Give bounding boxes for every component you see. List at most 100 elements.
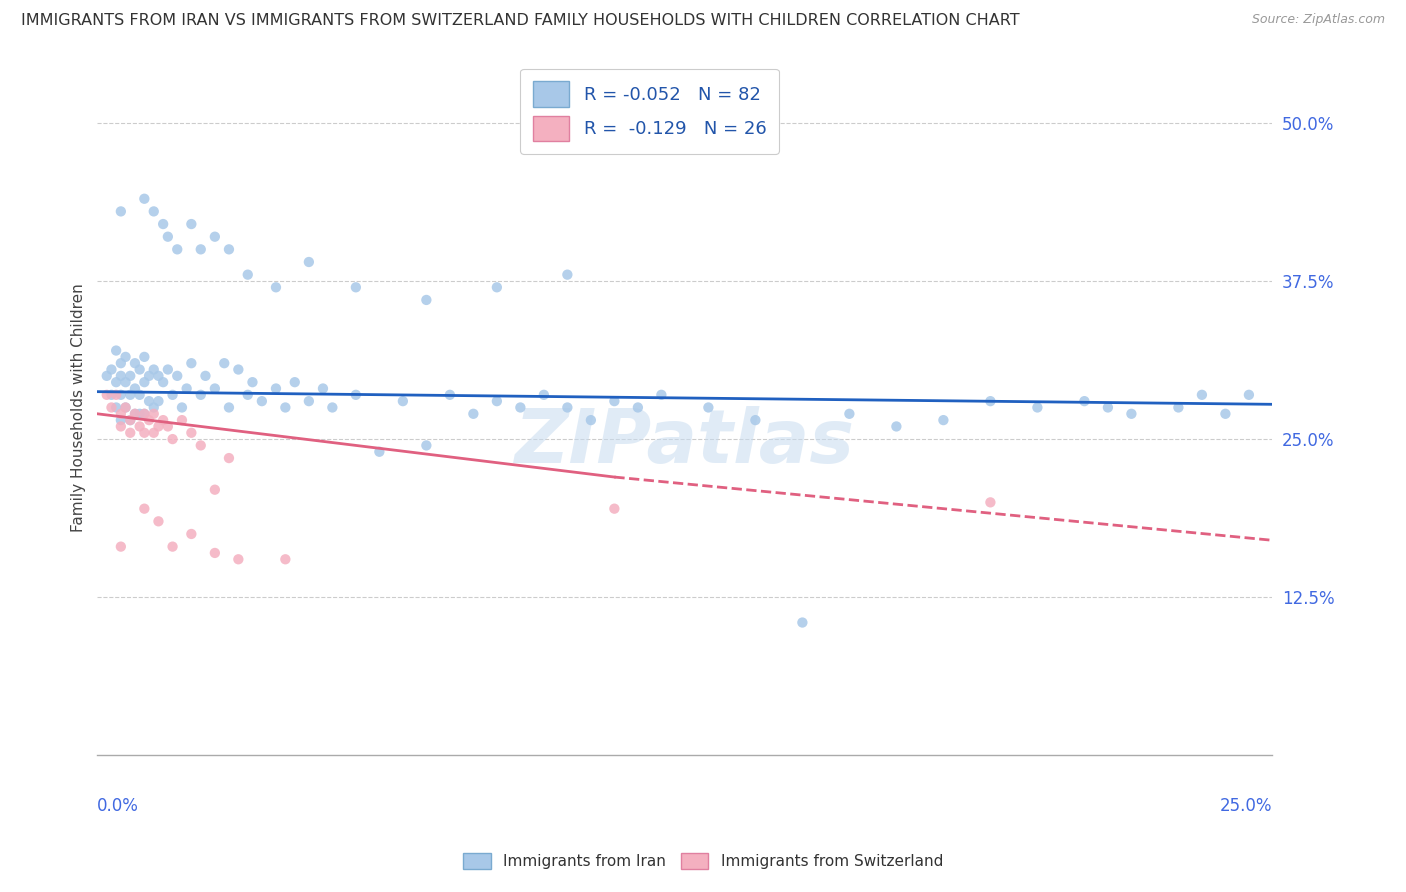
Point — [124, 407, 146, 421]
Point — [485, 280, 508, 294]
Point — [142, 425, 165, 440]
Point — [138, 394, 160, 409]
Point — [114, 375, 136, 389]
Point — [156, 419, 179, 434]
Point — [1215, 407, 1237, 421]
Point — [110, 204, 132, 219]
Point — [114, 401, 136, 415]
Point — [204, 229, 226, 244]
Point — [166, 243, 188, 257]
Point — [485, 394, 508, 409]
Point — [1073, 394, 1095, 409]
Point — [105, 388, 128, 402]
Point — [228, 552, 250, 566]
Point — [603, 501, 626, 516]
Point — [603, 394, 626, 409]
Point — [110, 413, 132, 427]
Point — [1121, 407, 1143, 421]
Point — [166, 368, 188, 383]
Point — [128, 362, 150, 376]
Point — [134, 192, 156, 206]
Legend: R = -0.052   N = 82, R =  -0.129   N = 26: R = -0.052 N = 82, R = -0.129 N = 26 — [520, 69, 779, 154]
Point — [148, 368, 170, 383]
Point — [120, 425, 142, 440]
Point — [128, 419, 150, 434]
Legend: Immigrants from Iran, Immigrants from Switzerland: Immigrants from Iran, Immigrants from Sw… — [457, 847, 949, 875]
Point — [190, 243, 212, 257]
Point — [162, 432, 184, 446]
Point — [110, 540, 132, 554]
Text: Source: ZipAtlas.com: Source: ZipAtlas.com — [1251, 13, 1385, 27]
Point — [509, 401, 531, 415]
Point — [579, 413, 602, 427]
Point — [162, 540, 184, 554]
Point — [100, 401, 122, 415]
Point — [344, 388, 367, 402]
Point — [124, 382, 146, 396]
Point — [110, 388, 132, 402]
Point — [1237, 388, 1260, 402]
Point — [100, 362, 122, 376]
Point — [134, 501, 156, 516]
Point — [298, 394, 321, 409]
Point — [138, 368, 160, 383]
Point — [120, 413, 142, 427]
Point — [134, 425, 156, 440]
Point — [128, 407, 150, 421]
Y-axis label: Family Households with Children: Family Households with Children — [72, 283, 86, 532]
Point — [128, 388, 150, 402]
Point — [979, 394, 1001, 409]
Point — [312, 382, 335, 396]
Point — [344, 280, 367, 294]
Point — [214, 356, 236, 370]
Point — [463, 407, 485, 421]
Text: IMMIGRANTS FROM IRAN VS IMMIGRANTS FROM SWITZERLAND FAMILY HOUSEHOLDS WITH CHILD: IMMIGRANTS FROM IRAN VS IMMIGRANTS FROM … — [21, 13, 1019, 29]
Point — [176, 382, 198, 396]
Point — [533, 388, 555, 402]
Point — [152, 375, 174, 389]
Point — [557, 268, 579, 282]
Point — [218, 451, 240, 466]
Point — [368, 444, 391, 458]
Point — [120, 413, 142, 427]
Point — [180, 527, 202, 541]
Point — [110, 407, 132, 421]
Point — [110, 368, 132, 383]
Point — [105, 375, 128, 389]
Text: 25.0%: 25.0% — [1220, 797, 1272, 815]
Point — [134, 407, 156, 421]
Point — [218, 243, 240, 257]
Point — [1167, 401, 1189, 415]
Point — [124, 356, 146, 370]
Point — [886, 419, 908, 434]
Point — [194, 368, 217, 383]
Point — [114, 401, 136, 415]
Point — [204, 546, 226, 560]
Text: ZIPatlas: ZIPatlas — [515, 406, 855, 479]
Point — [180, 217, 202, 231]
Point — [100, 388, 122, 402]
Point — [152, 217, 174, 231]
Point — [1097, 401, 1119, 415]
Point — [264, 280, 287, 294]
Point — [120, 368, 142, 383]
Point — [242, 375, 264, 389]
Point — [156, 362, 179, 376]
Point — [134, 350, 156, 364]
Point — [439, 388, 461, 402]
Point — [120, 388, 142, 402]
Point — [105, 401, 128, 415]
Point — [792, 615, 814, 630]
Point — [148, 419, 170, 434]
Point — [170, 401, 193, 415]
Point — [204, 483, 226, 497]
Point — [415, 438, 437, 452]
Point — [190, 388, 212, 402]
Point — [650, 388, 672, 402]
Point — [148, 394, 170, 409]
Point — [392, 394, 415, 409]
Point — [627, 401, 650, 415]
Point — [110, 356, 132, 370]
Point — [156, 229, 179, 244]
Point — [134, 407, 156, 421]
